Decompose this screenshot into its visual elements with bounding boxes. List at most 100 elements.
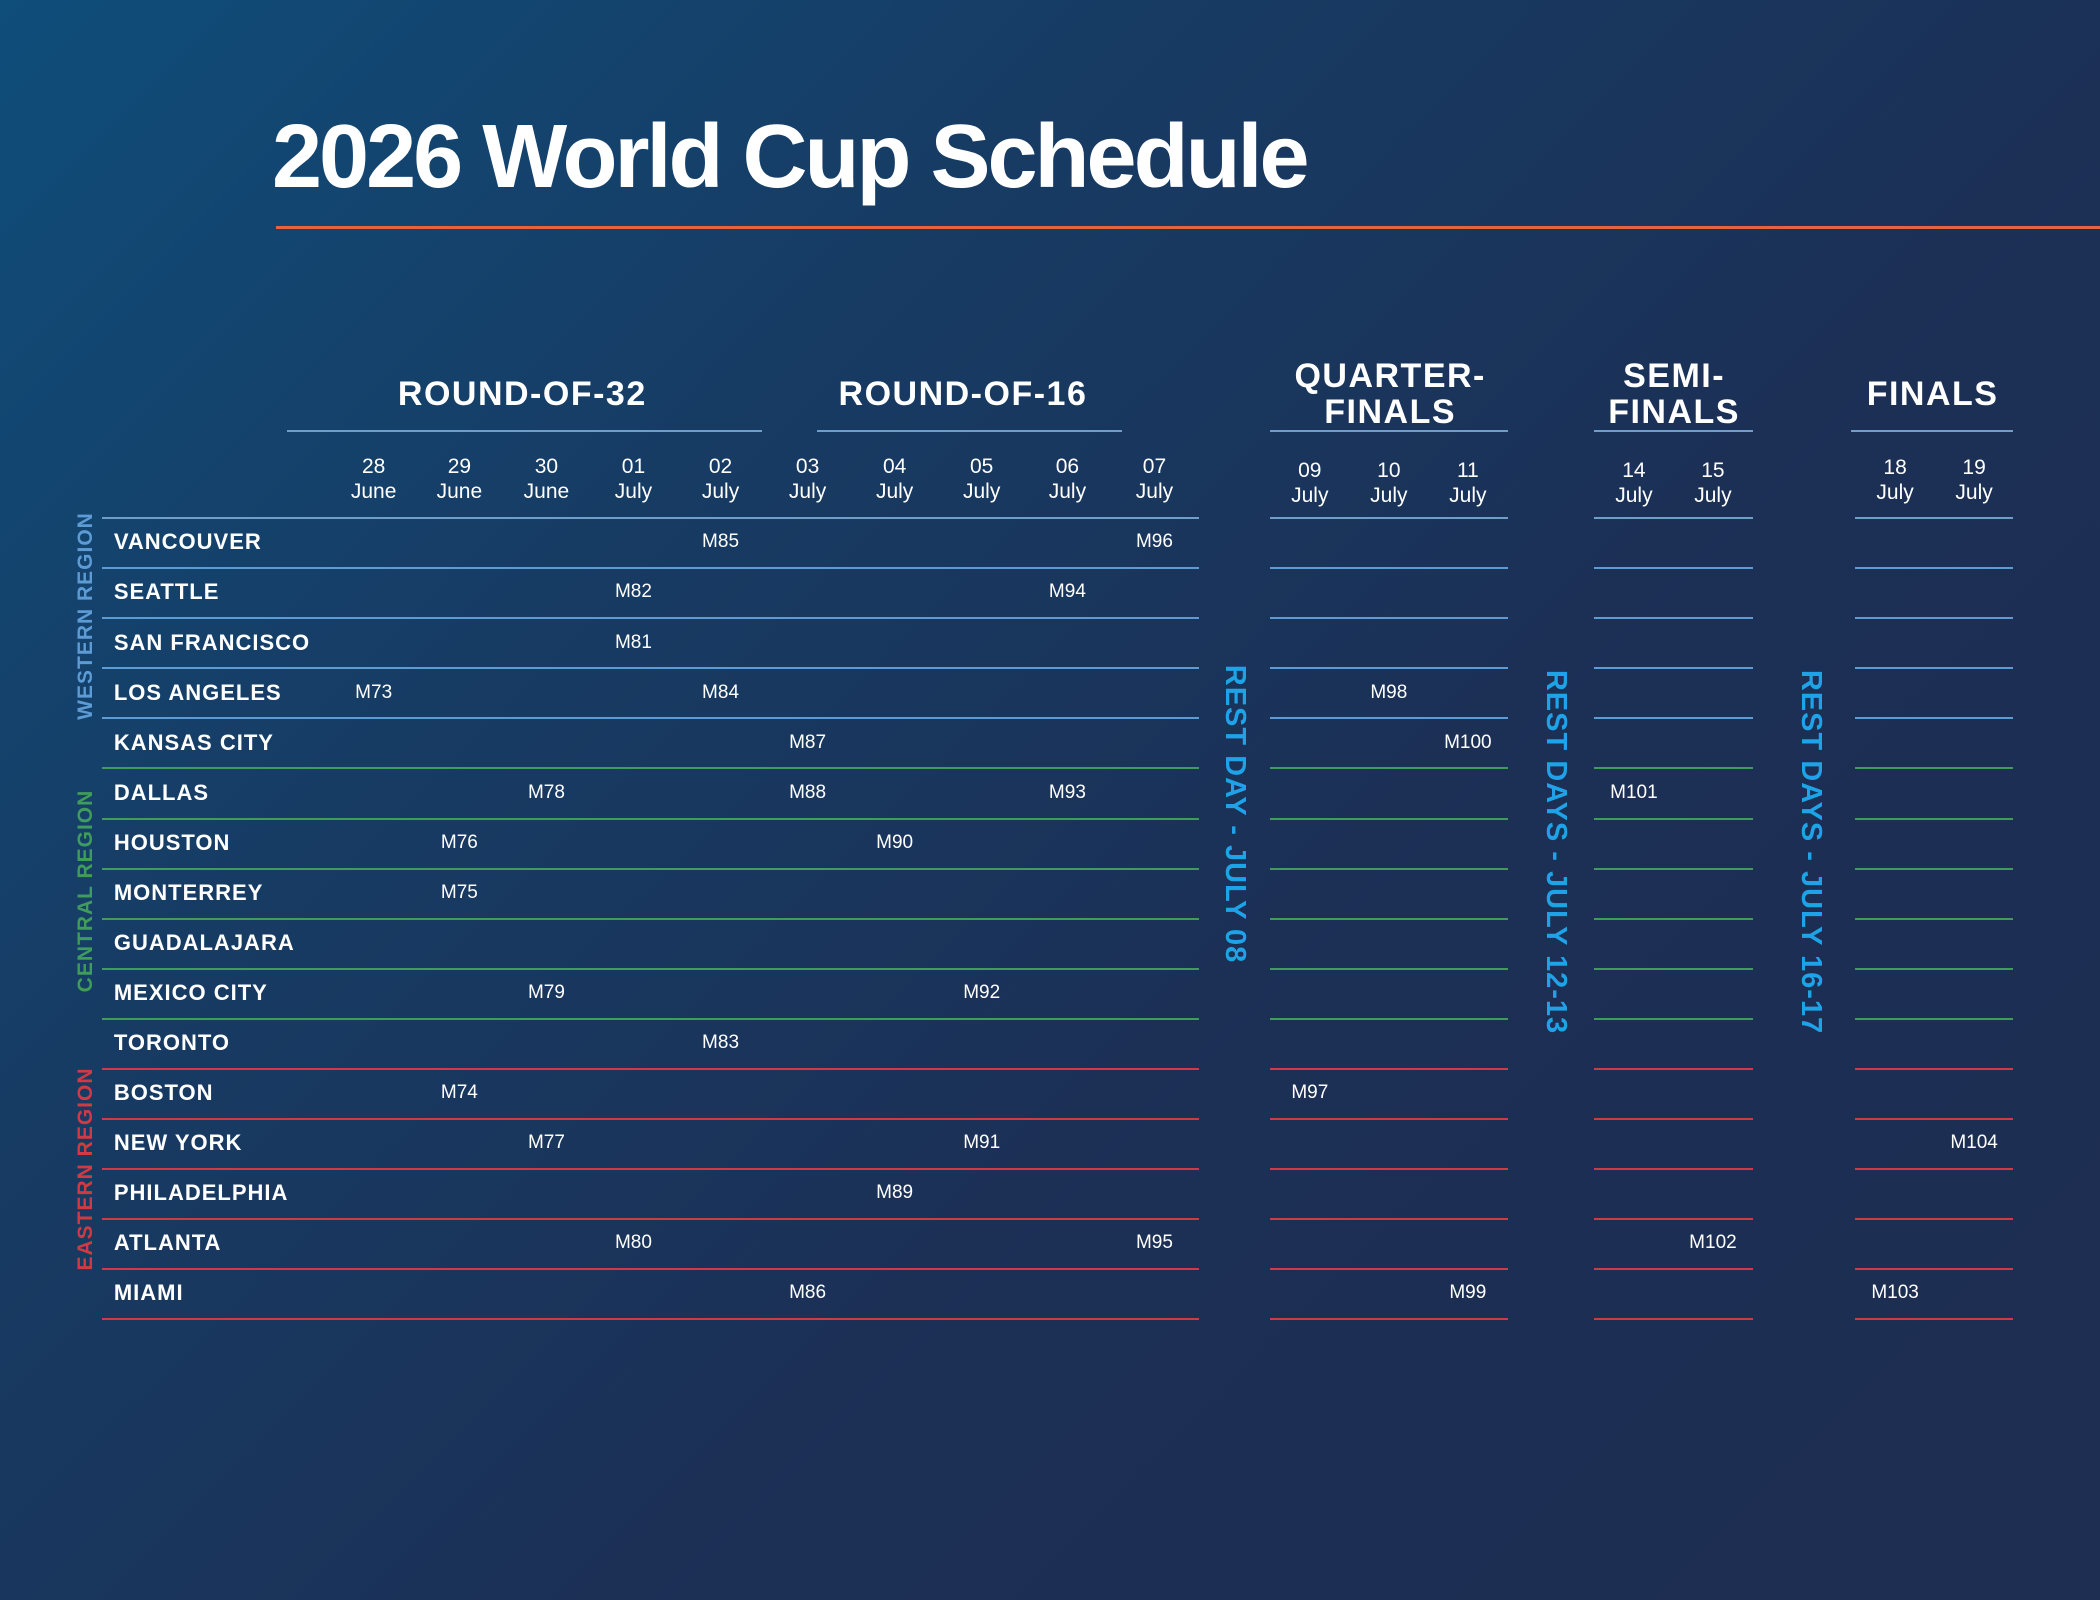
date-header: 07 July — [1109, 454, 1199, 504]
match-cell: M85 — [702, 531, 740, 553]
row-divider — [1269, 567, 1509, 570]
row-divider — [101, 917, 1199, 920]
city-name: TORONTO — [113, 1030, 231, 1056]
match-cell: M93 — [1048, 781, 1086, 803]
date-header: 04 July — [850, 454, 940, 504]
date-month: July — [1135, 480, 1174, 504]
row-divider — [1269, 1017, 1509, 1020]
row-divider — [1269, 867, 1509, 870]
row-divider — [1854, 717, 2013, 720]
date-header: 19 July — [1929, 455, 2019, 505]
date-month: July — [875, 480, 914, 504]
row-divider — [101, 617, 1199, 620]
match-cell: M103 — [1871, 1282, 1919, 1304]
row-divider — [1593, 1017, 1754, 1020]
stage-header: QUARTER- FINALS — [1294, 356, 1486, 431]
header-divider — [1854, 516, 2013, 519]
date-header: 30 June — [501, 454, 591, 504]
date-day: 29 — [447, 455, 472, 479]
row-divider — [1593, 767, 1754, 770]
date-month: July — [788, 480, 827, 504]
header-divider — [1593, 516, 1754, 519]
date-day: 11 — [1456, 459, 1479, 483]
row-divider — [101, 667, 1199, 670]
match-cell: M77 — [527, 1132, 565, 1154]
row-divider — [101, 1117, 1199, 1120]
match-cell: M75 — [440, 881, 478, 903]
date-header: 02 July — [676, 454, 766, 504]
date-day: 28 — [361, 455, 386, 479]
row-divider — [1854, 917, 2013, 920]
city-name: HOUSTON — [113, 829, 231, 855]
title-underline — [276, 226, 2100, 229]
row-divider — [1593, 1117, 1754, 1120]
match-cell: M99 — [1449, 1282, 1487, 1304]
match-cell: M95 — [1135, 1232, 1173, 1254]
row-divider — [1593, 617, 1754, 620]
match-cell: M91 — [963, 1132, 1001, 1154]
date-day: 07 — [1142, 455, 1167, 479]
row-divider — [1593, 967, 1754, 970]
row-divider — [101, 967, 1199, 970]
row-divider — [1593, 917, 1754, 920]
row-divider — [1593, 817, 1754, 820]
row-divider — [1593, 667, 1754, 670]
match-cell: M87 — [789, 731, 827, 753]
city-name: MONTERREY — [113, 879, 264, 905]
stage-header: SEMI- FINALS — [1608, 356, 1740, 431]
row-divider — [1593, 717, 1754, 720]
city-name: MIAMI — [113, 1280, 184, 1306]
date-header: 03 July — [763, 454, 853, 504]
row-divider — [1593, 1167, 1754, 1170]
stage-underline — [816, 429, 1123, 432]
match-cell: M100 — [1444, 731, 1492, 753]
city-name: DALLAS — [113, 779, 210, 805]
date-month: July — [1291, 484, 1329, 508]
date-day: 10 — [1377, 459, 1401, 483]
match-cell: M102 — [1689, 1232, 1737, 1254]
city-name: VANCOUVER — [113, 529, 262, 555]
date-header: 18 July — [1850, 455, 1940, 505]
date-day: 14 — [1622, 459, 1646, 483]
row-divider — [1593, 1318, 1754, 1321]
match-cell: M81 — [614, 631, 652, 653]
row-divider — [1854, 967, 2013, 970]
stage-underline — [1269, 429, 1509, 432]
date-header: 28 June — [329, 454, 419, 504]
row-divider — [1269, 817, 1509, 820]
row-divider — [1854, 1318, 2013, 1321]
region-label: EASTERN REGION — [73, 1067, 97, 1271]
row-divider — [101, 767, 1199, 770]
stage-header: ROUND-OF-32 — [397, 374, 647, 413]
row-divider — [1269, 1117, 1509, 1120]
row-divider — [101, 1318, 1199, 1321]
date-header: 10 July — [1344, 458, 1434, 508]
row-divider — [101, 1067, 1199, 1070]
match-cell: M92 — [963, 981, 1001, 1003]
date-month: June — [523, 480, 570, 504]
rest-day-label: REST DAY - JULY 08 — [1218, 665, 1251, 964]
match-cell: M88 — [789, 781, 827, 803]
date-day: 04 — [882, 455, 907, 479]
row-divider — [1854, 567, 2013, 570]
row-divider — [1854, 767, 2013, 770]
stage-underline — [286, 429, 763, 432]
match-cell: M104 — [1950, 1132, 1998, 1154]
match-cell: M78 — [527, 781, 565, 803]
date-month: June — [436, 480, 483, 504]
header-divider — [101, 516, 1199, 519]
row-divider — [1854, 1268, 2013, 1271]
match-cell: M89 — [876, 1182, 914, 1204]
match-cell: M98 — [1370, 681, 1408, 703]
row-divider — [1854, 667, 2013, 670]
row-divider — [1593, 1218, 1754, 1220]
header-divider — [1269, 516, 1509, 519]
row-divider — [101, 867, 1199, 870]
row-divider — [101, 1268, 1199, 1271]
date-day: 30 — [534, 455, 559, 479]
row-divider — [1854, 817, 2013, 820]
row-divider — [1854, 617, 2013, 620]
row-divider — [1854, 1167, 2013, 1170]
row-divider — [1854, 1117, 2013, 1120]
row-divider — [1269, 617, 1509, 620]
